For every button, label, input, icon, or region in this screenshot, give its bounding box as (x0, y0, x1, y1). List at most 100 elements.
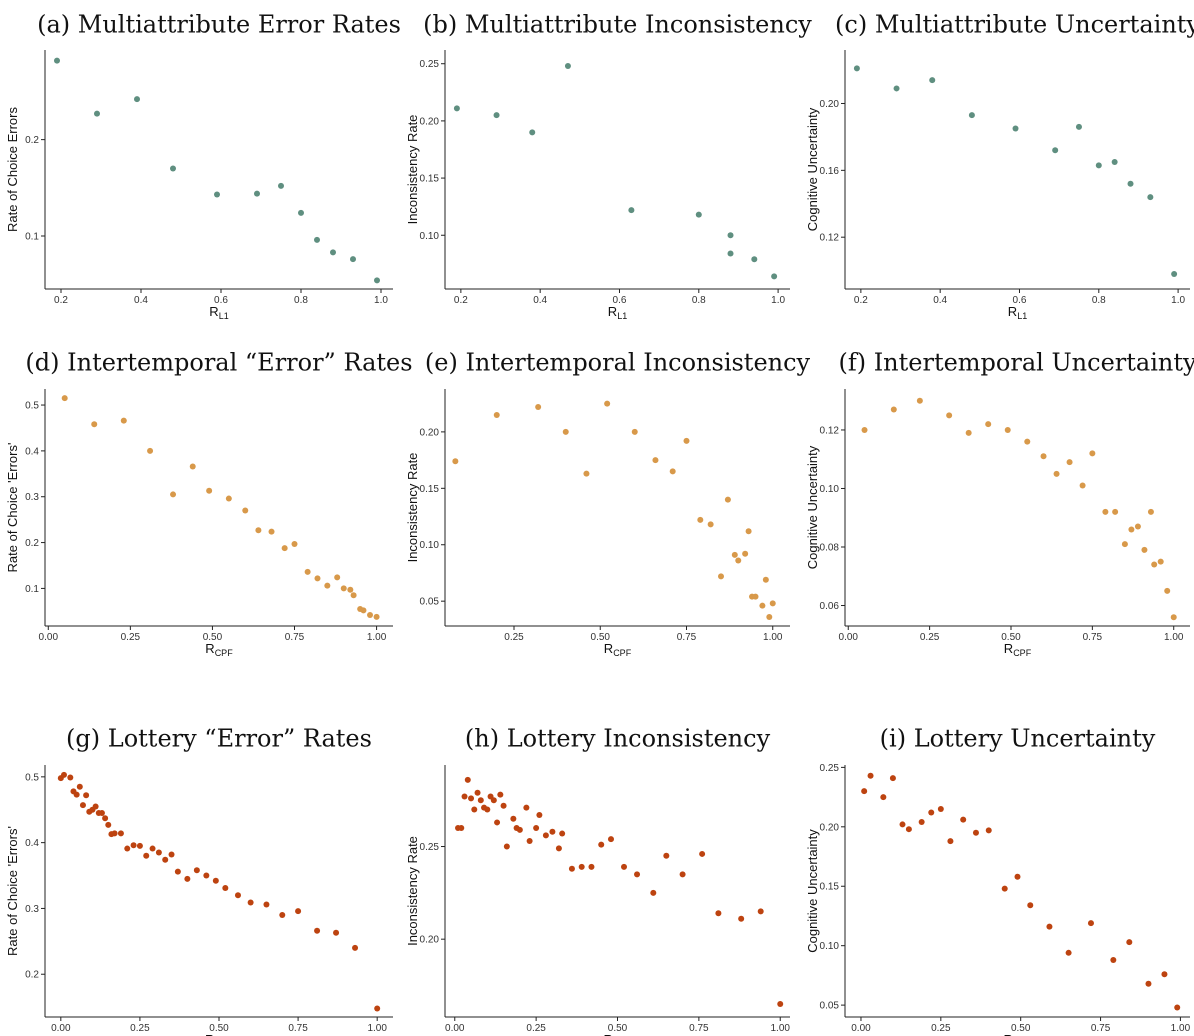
data-point (367, 611, 374, 618)
y-tick-label: 0.3 (25, 492, 39, 503)
data-point (334, 574, 341, 581)
data-point (1112, 508, 1119, 515)
data-point (83, 792, 90, 799)
data-point (604, 400, 611, 407)
data-point (1147, 194, 1154, 201)
data-point (523, 804, 530, 811)
data-point (471, 806, 478, 813)
data-point (1141, 546, 1148, 553)
y-tick-label: 0.2 (25, 135, 39, 146)
data-point (1164, 587, 1171, 594)
data-point (193, 867, 200, 874)
data-point (1079, 482, 1086, 489)
x-axis-title-subscript: L1 (617, 311, 627, 321)
data-point (76, 783, 83, 790)
y-tick-label: 0.12 (820, 233, 840, 244)
data-point (1089, 450, 1096, 457)
data-point (861, 426, 868, 433)
data-point (947, 838, 954, 845)
y-axis-title: Rate of Choice 'Errors' (5, 443, 20, 573)
x-tick-label: 0.2 (54, 295, 68, 306)
data-point (170, 491, 177, 498)
x-tick-label: 0.25 (121, 632, 141, 643)
x-tick-label: 1.00 (367, 1023, 387, 1034)
data-point (663, 852, 670, 859)
x-axis-title-subscript: CPF (1013, 648, 1032, 658)
data-point (242, 507, 249, 514)
x-tick-label: 1.00 (367, 632, 387, 643)
data-point (1157, 558, 1164, 565)
data-point (771, 273, 778, 280)
data-point (477, 797, 484, 804)
data-point (759, 602, 766, 609)
x-tick-label: 0.00 (445, 1023, 465, 1034)
data-point (184, 875, 191, 882)
data-point (314, 927, 321, 934)
data-point (1065, 949, 1072, 956)
data-point (1170, 614, 1177, 621)
data-point (650, 889, 657, 896)
chart-panel: (c) Multiattribute Uncertainty 0.2 0.4 0.6 0… (805, 11, 1194, 322)
data-point (168, 851, 175, 858)
data-point (295, 908, 302, 915)
data-point (374, 277, 380, 284)
data-point (699, 850, 706, 857)
data-point (458, 825, 465, 831)
data-point (1128, 526, 1135, 533)
x-tick-label: 1.00 (763, 632, 783, 643)
y-tick-label: 0.25 (420, 59, 440, 70)
data-point (985, 421, 992, 428)
data-point (1127, 180, 1134, 187)
data-point (1075, 123, 1082, 130)
y-tick-label: 0.2 (25, 538, 39, 549)
y-tick-label: 0.15 (420, 484, 440, 495)
data-point (92, 803, 99, 810)
data-point (578, 863, 585, 870)
data-point (607, 836, 614, 843)
data-point (324, 582, 331, 589)
data-point (564, 63, 571, 70)
x-tick-label: 1.0 (1171, 295, 1185, 306)
data-point (1052, 147, 1059, 154)
data-point (972, 829, 979, 836)
data-point (120, 417, 127, 424)
data-point (347, 586, 354, 593)
chart-panel: (a) Multiattribute Error Rates 0.2 0.4 0.6 0… (5, 11, 401, 322)
data-point (1066, 459, 1073, 466)
x-tick-label: 0.75 (689, 1023, 709, 1034)
data-point (494, 819, 501, 826)
y-axis-title: Inconsistency Rate (405, 115, 420, 225)
data-point (281, 545, 288, 552)
data-point (155, 849, 162, 856)
data-point (880, 794, 887, 801)
data-point (985, 827, 992, 834)
data-point (1121, 541, 1128, 548)
data-point (526, 837, 533, 844)
data-point (147, 447, 154, 454)
data-point (1126, 939, 1133, 946)
x-tick-label: 0.75 (288, 1023, 308, 1034)
x-tick-label: 0.75 (1083, 632, 1103, 643)
x-tick-label: 0.4 (533, 295, 547, 306)
data-point (707, 521, 714, 528)
y-tick-label: 0.12 (820, 425, 840, 436)
data-point (766, 613, 773, 620)
data-point (867, 772, 874, 779)
data-point (105, 821, 112, 828)
data-point (304, 568, 311, 575)
x-axis-title-main: R (604, 641, 613, 656)
x-tick-label: 1.0 (374, 295, 388, 306)
y-tick-label: 0.20 (420, 427, 440, 438)
x-axis-title: RCPF (604, 641, 632, 658)
x-axis-title-subscript: CPF (613, 648, 632, 658)
y-tick-label: 0.5 (25, 772, 39, 783)
y-tick-label: 0.10 (420, 231, 440, 242)
data-point (1087, 920, 1094, 927)
y-axis-title: Cognitive Uncertainty (805, 445, 820, 569)
data-point (777, 1001, 784, 1008)
data-point (598, 841, 605, 848)
data-point (697, 516, 704, 523)
y-tick-label: 0.10 (820, 941, 840, 952)
data-point (279, 912, 286, 919)
y-tick-label: 0.05 (820, 1001, 840, 1012)
